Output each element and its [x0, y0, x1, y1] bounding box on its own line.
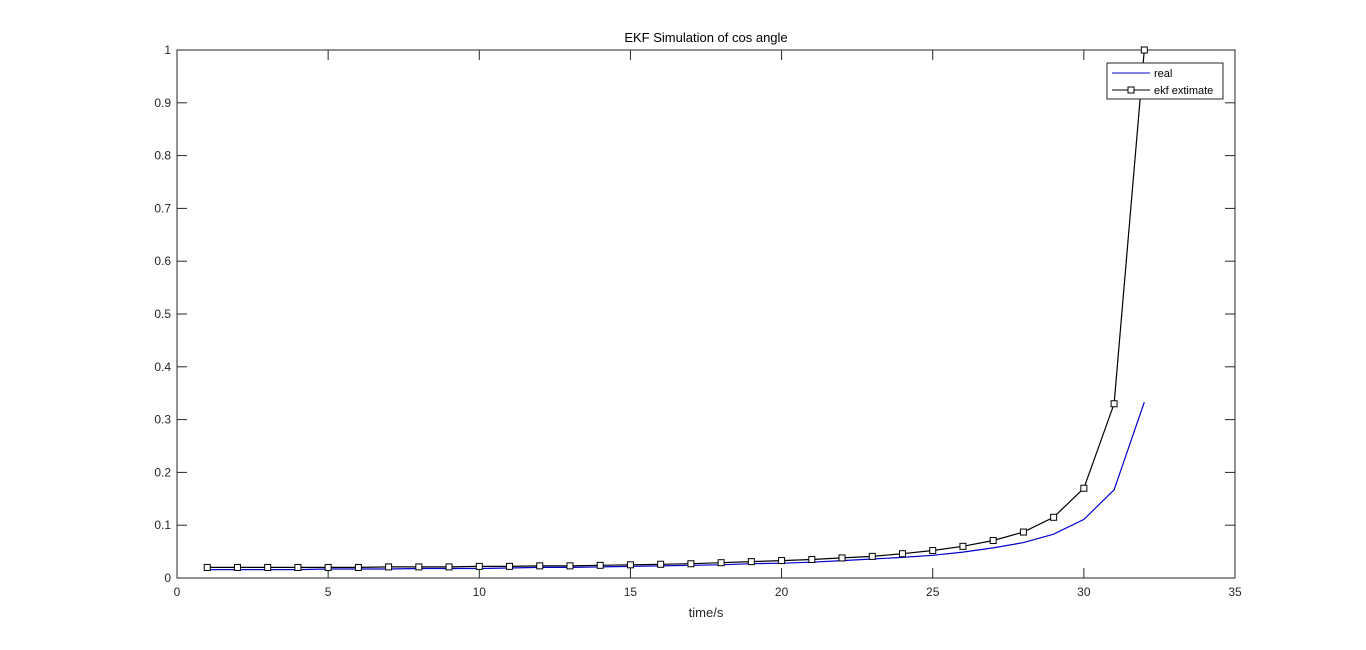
data-point-marker [1080, 484, 1088, 492]
x-tick-label: 10 [473, 585, 487, 599]
x-tick-label: 0 [174, 585, 181, 599]
data-point-marker [1050, 513, 1058, 521]
data-point-marker [1110, 400, 1118, 408]
x-tick-label: 30 [1077, 585, 1091, 599]
data-point-marker [445, 563, 453, 571]
data-point-marker [838, 554, 846, 562]
y-tick-label: 0 [164, 571, 171, 585]
data-point-marker [354, 563, 362, 571]
plot-area: 0 5 10 15 20 25 30 35 0 0.1 0.2 0.3 0.4 0.5 0.6 0.7 0.8 0… [154, 43, 1242, 599]
legend: real ekf extimate [1106, 62, 1224, 100]
data-point-marker [868, 552, 876, 560]
data-point-marker [808, 556, 816, 564]
legend-marker-ekf [1127, 86, 1135, 94]
data-point-marker [475, 562, 483, 570]
y-tick-label: 1 [164, 43, 171, 57]
series-line-ekf-extimate [207, 49, 1145, 569]
y-tick-label: 0.8 [154, 149, 171, 163]
data-point-marker [929, 547, 937, 555]
data-point-marker [747, 558, 755, 566]
legend-label-ekf: ekf extimate [1154, 85, 1213, 97]
y-tick-label: 0.3 [154, 413, 171, 427]
data-point-marker [385, 563, 393, 571]
data-point-marker [596, 561, 604, 569]
legend-box [1106, 62, 1224, 100]
data-point-marker [264, 563, 272, 571]
x-tick-label: 20 [775, 585, 789, 599]
y-tick-label: 0.9 [154, 96, 171, 110]
data-point-marker [324, 563, 332, 571]
data-point-marker [294, 563, 302, 571]
series-line-real [207, 402, 1145, 571]
data-point-marker [898, 550, 906, 558]
x-tick-label: 5 [325, 585, 332, 599]
legend-label-real: real [1154, 68, 1172, 80]
y-tick-label: 0.1 [154, 518, 171, 532]
data-point-marker [989, 537, 997, 545]
y-tick-label: 0.6 [154, 254, 171, 268]
y-tick-label: 0.5 [154, 307, 171, 321]
data-point-marker [566, 562, 574, 570]
chart-title: EKF Simulation of cos angle [624, 30, 787, 45]
data-point-marker [536, 562, 544, 570]
data-point-marker [626, 561, 634, 569]
x-axis-label: time/s [689, 605, 724, 620]
y-tick-label: 0.7 [154, 201, 171, 215]
data-point-marker [203, 563, 211, 571]
data-point-marker [959, 542, 967, 550]
data-point-marker [687, 560, 695, 568]
data-point-marker [233, 563, 241, 571]
y-tick-label: 0.2 [154, 465, 171, 479]
data-point-marker [506, 562, 514, 570]
x-tick-label: 35 [1228, 585, 1242, 599]
data-point-marker [1140, 46, 1148, 54]
data-point-marker [717, 559, 725, 567]
data-point-marker [415, 563, 423, 571]
x-tick-label: 15 [624, 585, 638, 599]
y-tick-label: 0.4 [154, 360, 171, 374]
data-point-marker [1019, 528, 1027, 536]
data-point-marker [778, 557, 786, 565]
x-tick-label: 25 [926, 585, 940, 599]
data-point-marker [657, 560, 665, 568]
axes-box [176, 49, 1236, 579]
